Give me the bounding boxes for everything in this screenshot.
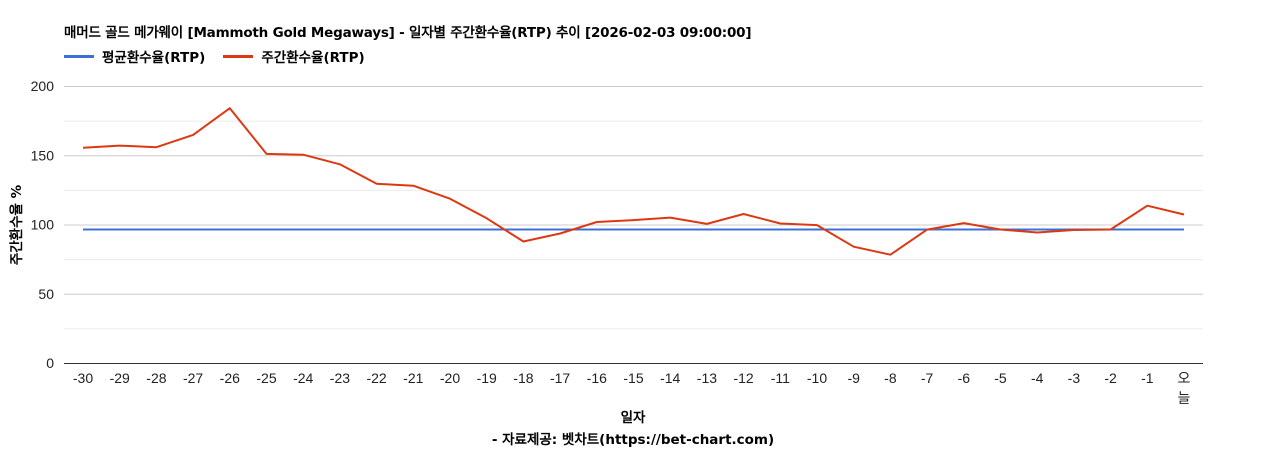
chart-legend: 평균환수율(RTP) 주간환수율(RTP)	[64, 46, 383, 66]
chart-title: 매머드 골드 메가웨이 [Mammoth Gold Megaways] - 일자…	[64, 25, 752, 41]
y-tick-label: 0	[46, 355, 54, 371]
x-tick-label: -2	[1104, 370, 1117, 386]
legend-item-average-rtp[interactable]: 평균환수율(RTP)	[64, 46, 205, 66]
source-credit: - 자료제공: 벳차트(https://bet-chart.com)	[491, 432, 775, 448]
x-tick-label: -18	[513, 370, 533, 386]
x-tick-label: -7	[921, 370, 934, 386]
x-tick-label: -4	[1031, 370, 1044, 386]
x-tick-label: -13	[697, 370, 717, 386]
x-tick-label: 오	[1178, 370, 1191, 386]
x-tick-label: -30	[73, 370, 93, 386]
x-tick-label: -22	[366, 370, 386, 386]
y-tick-label: 150	[31, 147, 55, 163]
legend-swatch-average	[64, 54, 94, 58]
y-tick-label: 50	[38, 286, 54, 302]
x-tick-label: -19	[477, 370, 497, 386]
x-tick-label: -12	[733, 370, 753, 386]
x-tick-label: -10	[807, 370, 827, 386]
gridlines	[64, 86, 1203, 330]
x-tick-label: -6	[958, 370, 971, 386]
legend-swatch-weekly	[223, 54, 254, 58]
x-tick-label: -28	[146, 370, 166, 386]
y-tick-label: 100	[31, 217, 55, 233]
legend-label-average: 평균환수율(RTP)	[102, 50, 206, 66]
x-tick-label: 늘	[1178, 390, 1191, 406]
x-tick-label: -8	[884, 370, 897, 386]
x-tick-label: -24	[293, 370, 313, 386]
x-axis-title: 일자	[620, 410, 646, 426]
x-tick-label: -29	[110, 370, 130, 386]
y-tick-label: 200	[31, 78, 55, 94]
x-tick-label: -1	[1141, 370, 1154, 386]
y-axis-ticks: 0 50 100 150 200	[31, 78, 55, 371]
x-tick-label: -21	[403, 370, 423, 386]
x-tick-label: -3	[1068, 370, 1081, 386]
x-tick-label: -27	[183, 370, 203, 386]
x-tick-label: -16	[587, 370, 607, 386]
data-series	[82, 107, 1185, 256]
x-tick-label: -15	[623, 370, 643, 386]
x-tick-label: -14	[660, 370, 680, 386]
x-tick-label: -11	[771, 370, 790, 386]
x-tick-label: -25	[256, 370, 276, 386]
y-axis-title: 주간환수율 %	[9, 184, 25, 266]
legend-label-weekly: 주간환수율(RTP)	[261, 50, 365, 66]
legend-item-weekly-rtp[interactable]: 주간환수율(RTP)	[223, 46, 365, 66]
x-tick-label: -26	[220, 370, 240, 386]
x-axis-ticks: -30 -29 -28 -27 -26 -25 -24 -23 -22 -21 -20 -19 -18 -…	[73, 370, 1191, 406]
x-tick-label: -9	[847, 370, 860, 386]
x-tick-label: -23	[330, 370, 350, 386]
x-tick-label: -5	[994, 370, 1007, 386]
x-tick-label: -20	[440, 370, 460, 386]
series-weekly-rtp-line[interactable]	[82, 107, 1185, 256]
x-tick-label: -17	[550, 370, 570, 386]
